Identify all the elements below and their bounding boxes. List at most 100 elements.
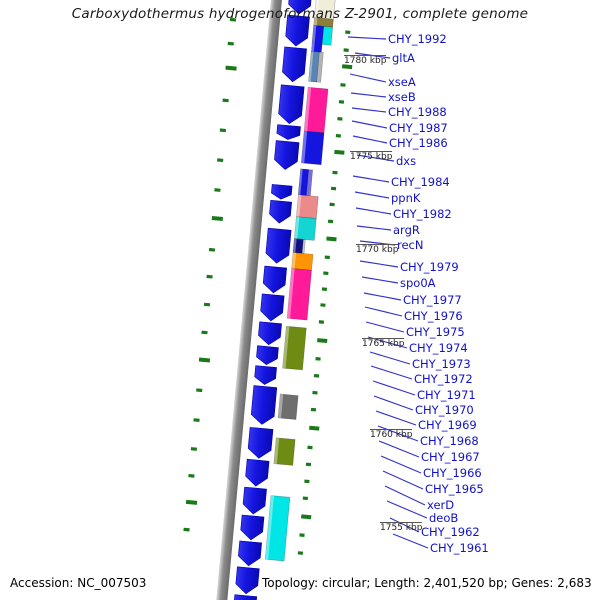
- gene-arrow[interactable]: [265, 227, 292, 264]
- gene-label[interactable]: CHY_1974: [409, 341, 468, 355]
- gene-label[interactable]: CHY_1992: [388, 32, 447, 46]
- gene-label[interactable]: recN: [397, 238, 424, 252]
- gene-label[interactable]: CHY_1988: [388, 105, 447, 119]
- ruler-tick-left: [211, 216, 224, 222]
- ruler-tick-right: [343, 48, 349, 52]
- gene-arrow[interactable]: [278, 84, 305, 125]
- ruler-tick-right: [330, 186, 337, 191]
- ruler-tick-right: [310, 407, 317, 412]
- annotation-box[interactable]: [313, 17, 334, 28]
- ruler-tick-left: [193, 418, 200, 422]
- annotation-box[interactable]: [273, 437, 296, 466]
- gene-label[interactable]: deoB: [429, 511, 459, 525]
- gene-label[interactable]: CHY_1973: [412, 357, 471, 371]
- leader-line: [351, 107, 387, 113]
- gene-arrow[interactable]: [260, 293, 285, 322]
- gene-label[interactable]: CHY_1970: [415, 403, 474, 417]
- gene-label[interactable]: CHY_1971: [417, 388, 476, 402]
- annotation-box[interactable]: [277, 393, 299, 420]
- ruler-tick-right: [332, 170, 338, 175]
- gene-label[interactable]: CHY_1979: [400, 260, 459, 274]
- ruler-tick-right: [345, 30, 351, 35]
- ruler-tick-right: [304, 479, 310, 484]
- gene-label[interactable]: CHY_1967: [421, 450, 480, 464]
- gene-arrow[interactable]: [262, 265, 287, 294]
- ruler-tick-left: [229, 17, 237, 22]
- gene-label[interactable]: CHY_1986: [389, 136, 448, 150]
- gene-label[interactable]: ppnK: [391, 191, 421, 205]
- leader-line: [373, 395, 414, 411]
- gene-arrow[interactable]: [247, 427, 274, 459]
- gene-label[interactable]: CHY_1976: [404, 309, 463, 323]
- gene-arrow[interactable]: [235, 566, 260, 595]
- gene-arrow[interactable]: [242, 486, 267, 515]
- gene-label[interactable]: spo0A: [400, 276, 436, 290]
- gene-arrow[interactable]: [233, 594, 258, 600]
- gene-label[interactable]: CHY_1977: [403, 293, 462, 307]
- gene-label[interactable]: argR: [393, 223, 420, 237]
- ruler-tick-left: [201, 330, 208, 335]
- ruler-tick-right: [297, 551, 304, 555]
- gene-label[interactable]: gltA: [392, 51, 415, 65]
- gene-label[interactable]: CHY_1962: [421, 525, 480, 539]
- gene-arrow[interactable]: [238, 540, 262, 567]
- leader-line: [352, 135, 388, 144]
- gene-arrow[interactable]: [240, 514, 265, 541]
- gene-arrow[interactable]: [256, 345, 279, 366]
- gene-label[interactable]: CHY_1984: [391, 175, 450, 189]
- annotation-box[interactable]: [308, 51, 320, 83]
- topology-text: Topology: circular; Length: 2,401,520 bp…: [262, 576, 592, 590]
- gene-arrow[interactable]: [250, 385, 278, 426]
- gene-label[interactable]: CHY_1961: [430, 541, 489, 555]
- gene-arrow[interactable]: [288, 0, 313, 15]
- ruler-tick-right: [305, 462, 312, 467]
- annotation-box-highlight: [293, 238, 297, 253]
- gene-arrow[interactable]: [274, 140, 300, 171]
- gene-arrow-group[interactable]: [209, 0, 313, 600]
- gene-arrow[interactable]: [269, 199, 292, 224]
- status-bar: Accession: NC_007503 Topology: circular;…: [0, 576, 600, 594]
- annotation-box[interactable]: [300, 130, 325, 166]
- annotation-box[interactable]: [296, 194, 319, 219]
- annotation-box-highlight: [301, 131, 308, 164]
- annotation-box-highlight: [287, 268, 295, 319]
- annotation-box[interactable]: [292, 238, 304, 254]
- label-leader-lines: [347, 36, 429, 549]
- annotation-box-group[interactable]: [237, 0, 337, 600]
- gene-label[interactable]: CHY_1987: [389, 121, 448, 135]
- ruler-tick-label: 1765 kbp: [362, 338, 405, 349]
- gene-label[interactable]: xerD: [427, 498, 455, 512]
- ruler-tick-left: [217, 158, 224, 163]
- annotation-box[interactable]: [291, 252, 314, 271]
- leader-line: [384, 485, 426, 506]
- gene-label[interactable]: xseB: [388, 90, 416, 104]
- ruler-tick-right: [320, 303, 326, 307]
- gene-arrow[interactable]: [258, 321, 282, 346]
- ruler-tick-right: [315, 357, 321, 361]
- ruler-tick-left: [198, 357, 211, 363]
- gene-arrow[interactable]: [271, 184, 293, 200]
- gene-label[interactable]: dxs: [396, 154, 417, 168]
- gene-label[interactable]: CHY_1966: [423, 466, 482, 480]
- leader-line: [375, 410, 417, 426]
- annotation-box[interactable]: [286, 268, 312, 321]
- gene-arrow[interactable]: [245, 458, 270, 487]
- gene-label[interactable]: CHY_1965: [425, 482, 484, 496]
- leader-line: [369, 351, 411, 365]
- gene-arrow[interactable]: [282, 46, 307, 83]
- gene-arrow[interactable]: [285, 14, 310, 47]
- gene-arrow[interactable]: [276, 124, 301, 141]
- ruler-tick-right: [301, 514, 312, 520]
- gene-label[interactable]: CHY_1982: [393, 207, 452, 221]
- gene-label[interactable]: xseA: [388, 75, 416, 89]
- gene-label[interactable]: CHY_1969: [418, 418, 477, 432]
- gene-arrow[interactable]: [254, 365, 277, 386]
- gene-label[interactable]: CHY_1968: [420, 434, 479, 448]
- annotation-box[interactable]: [264, 495, 291, 562]
- leader-line: [382, 470, 424, 490]
- gene-label[interactable]: CHY_1972: [414, 372, 473, 386]
- gene-label[interactable]: CHY_1975: [406, 325, 465, 339]
- annotation-box[interactable]: [282, 325, 307, 371]
